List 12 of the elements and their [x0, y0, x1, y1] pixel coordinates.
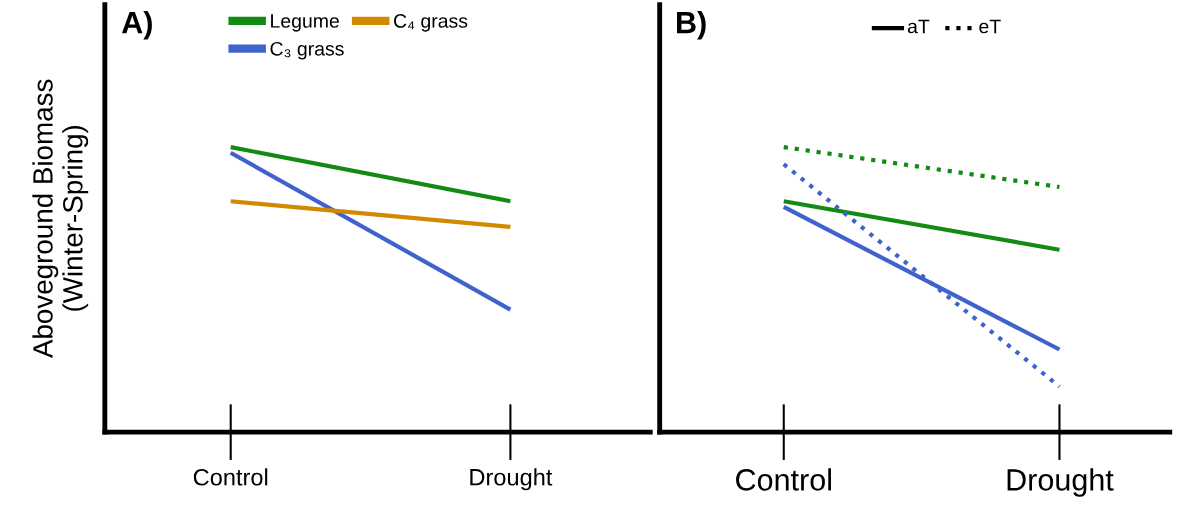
x-tick-label: Control [193, 468, 268, 486]
text: eT [979, 19, 1001, 34]
chart-title: B) [677, 10, 706, 40]
legend-label: Legume [271, 14, 339, 32]
text: aT [907, 19, 930, 34]
legend-label: C₃ grass [270, 41, 344, 60]
x-tick-label: Control [736, 468, 831, 491]
legend-label: C₄ grass [394, 14, 468, 32]
x-tick-label: Drought [470, 468, 553, 491]
x-tick-label: Drought [1007, 468, 1114, 497]
chart-title: A) [121, 10, 152, 40]
y-axis-title: Aboveground Biomass (Winter-Spring) [32, 79, 89, 359]
